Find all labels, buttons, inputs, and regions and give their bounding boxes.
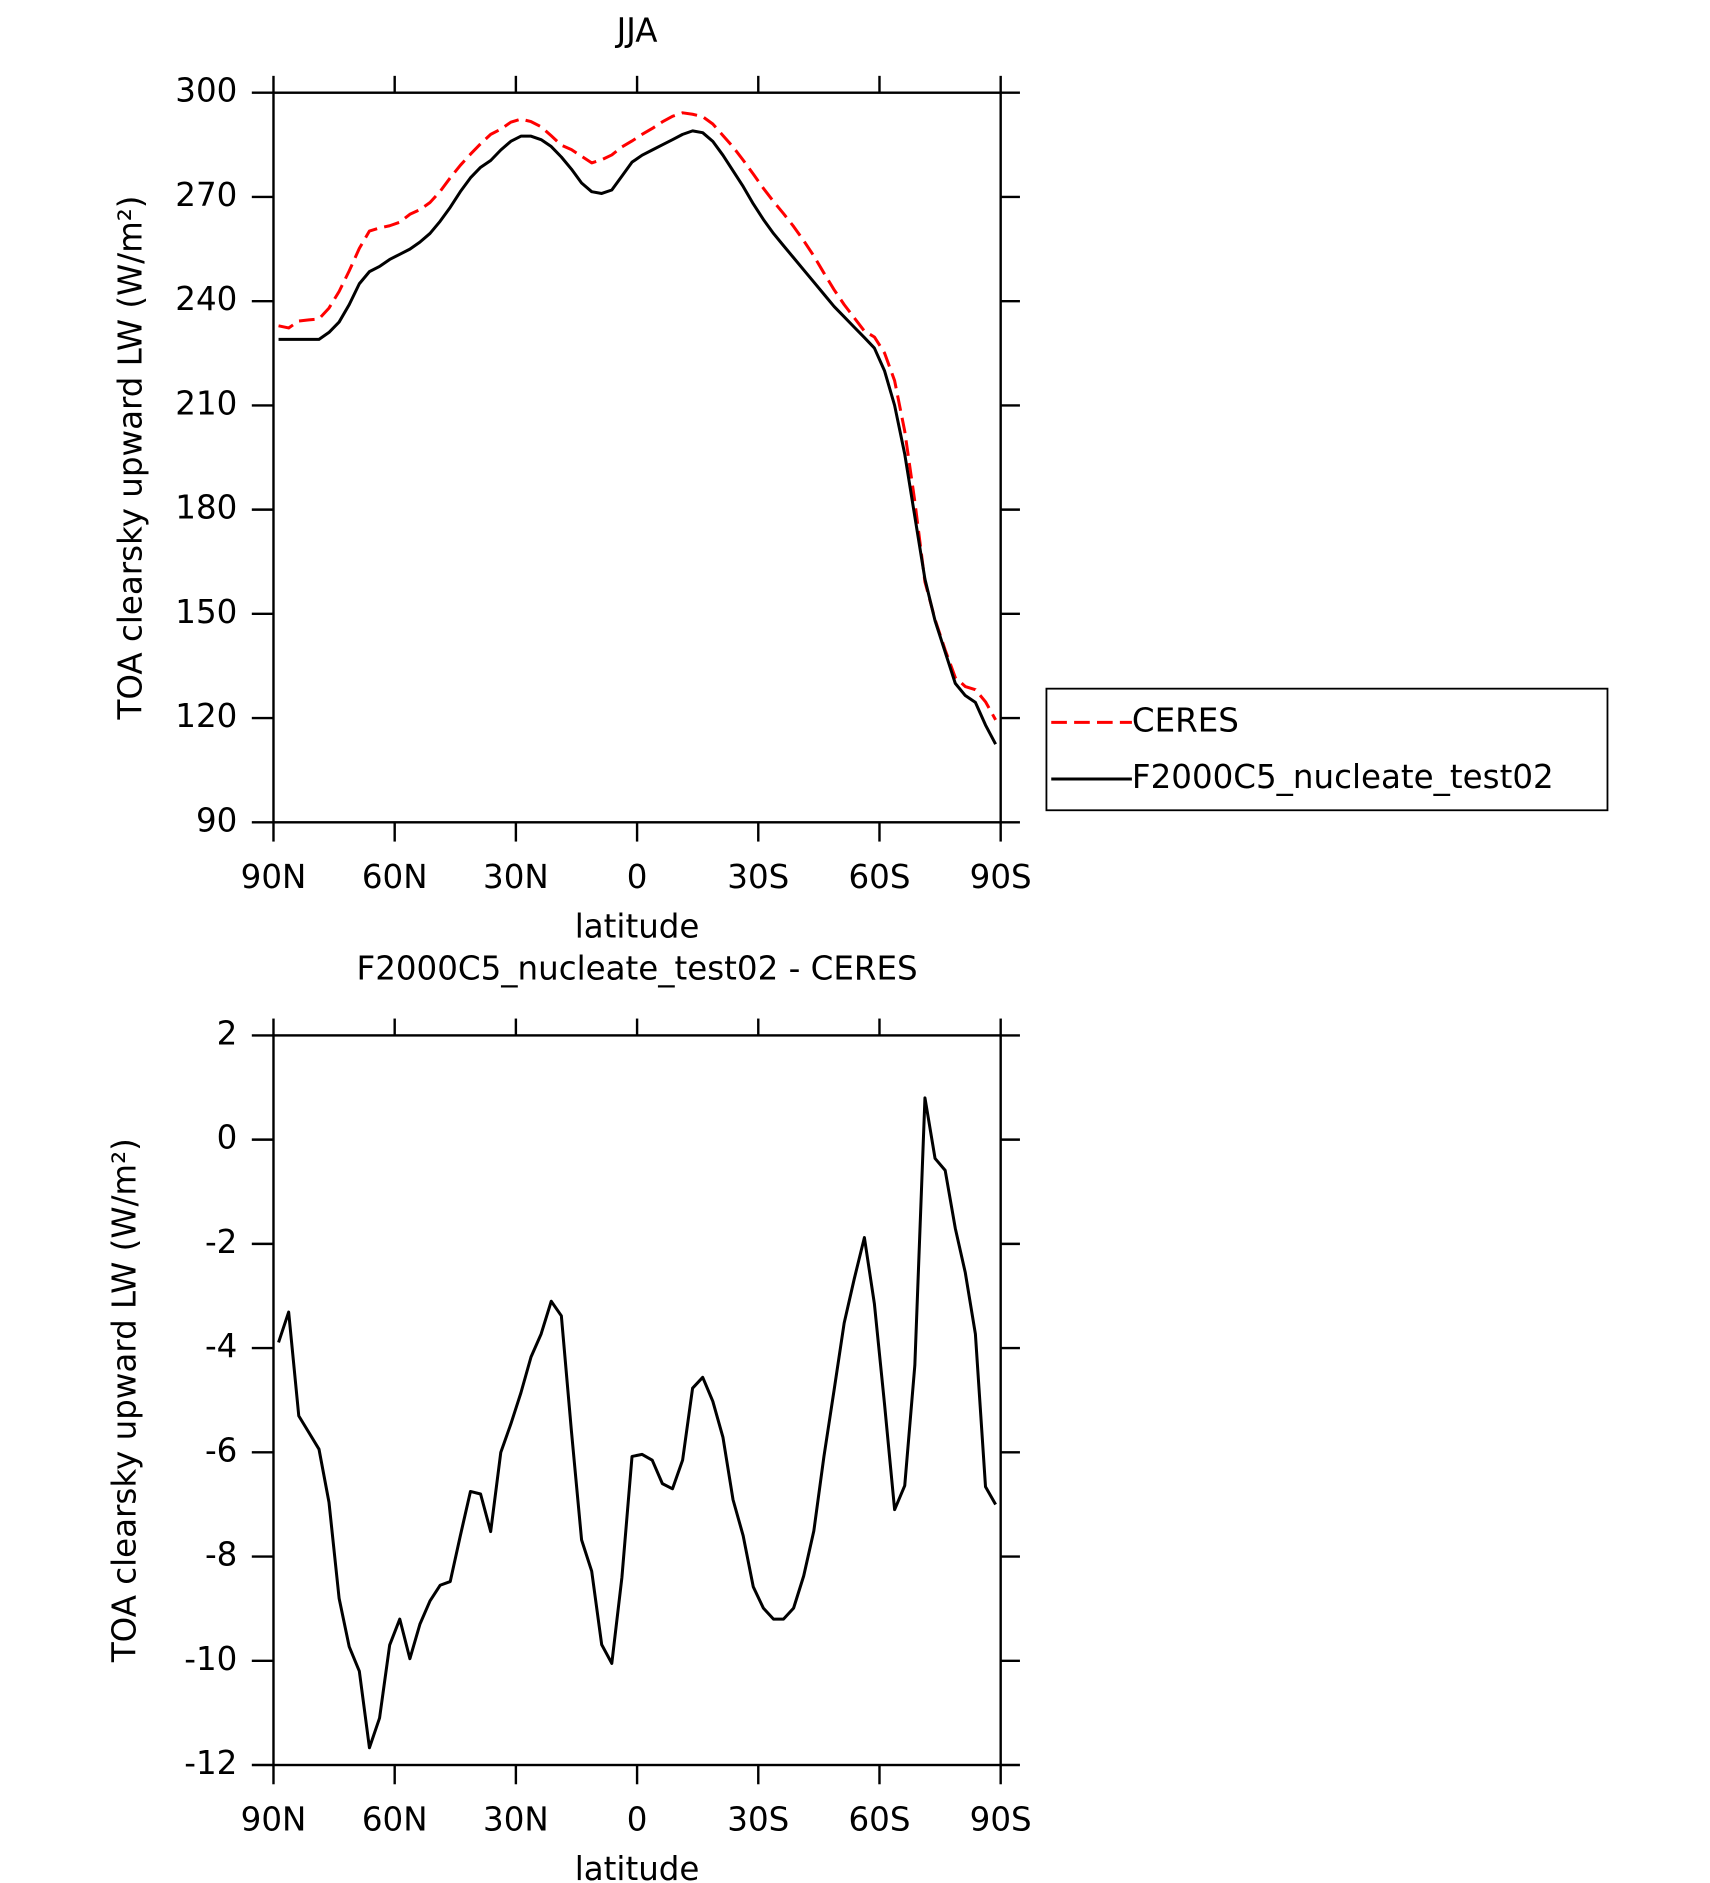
x-tick-label: 90S (970, 858, 1032, 896)
x-tick-label: 30S (727, 1801, 789, 1839)
x-tick-label: 60N (362, 858, 428, 896)
y-tick-label: 150 (175, 593, 237, 631)
y-tick-label: 210 (175, 384, 237, 422)
x-tick-label: 60S (848, 858, 910, 896)
x-tick-label: 30N (483, 858, 549, 896)
y-tick-label: 90 (196, 801, 237, 839)
y-tick-label: -6 (205, 1431, 237, 1469)
y-tick-label: -8 (205, 1536, 237, 1574)
y-tick-label: 270 (175, 176, 237, 214)
y-axis-label: TOA clearsky upward LW (W/m²) (106, 1138, 144, 1663)
x-tick-label: 30S (727, 858, 789, 896)
legend-label: F2000C5_nucleate_test02 (1132, 758, 1554, 796)
x-tick-label: 90N (241, 858, 307, 896)
y-tick-label: 240 (175, 280, 237, 318)
x-tick-label: 90N (241, 1801, 307, 1839)
plot-frame (272, 1034, 1002, 1767)
y-tick-label: -12 (184, 1744, 237, 1782)
x-tick-label: 30N (483, 1801, 549, 1839)
y-tick-label: -4 (205, 1327, 237, 1365)
data-line (278, 111, 997, 721)
y-tick-label: -10 (184, 1640, 237, 1678)
x-tick-label: 0 (627, 1801, 648, 1839)
plot-frame (272, 91, 1002, 824)
y-tick-label: 180 (175, 489, 237, 527)
chart-title: F2000C5_nucleate_test02 - CERES (357, 949, 918, 987)
x-tick-label: 60S (848, 1801, 910, 1839)
legend-box (1045, 687, 1609, 812)
x-tick-label: 90S (970, 1801, 1032, 1839)
y-tick-label: -2 (205, 1223, 237, 1261)
y-tick-label: 300 (175, 72, 237, 110)
data-line (278, 129, 997, 745)
legend-label: CERES (1132, 701, 1239, 739)
x-tick-label: 0 (627, 858, 648, 896)
x-tick-label: 60N (362, 1801, 428, 1839)
y-tick-label: 120 (175, 697, 237, 735)
x-axis-label: latitude (575, 1850, 700, 1883)
y-tick-label: 2 (217, 1014, 238, 1052)
y-axis-label: TOA clearsky upward LW (W/m²) (112, 196, 150, 721)
data-line (277, 1096, 997, 1750)
x-axis-label: latitude (575, 907, 700, 945)
y-tick-label: 0 (217, 1119, 238, 1157)
chart-title: JJA (615, 12, 658, 50)
